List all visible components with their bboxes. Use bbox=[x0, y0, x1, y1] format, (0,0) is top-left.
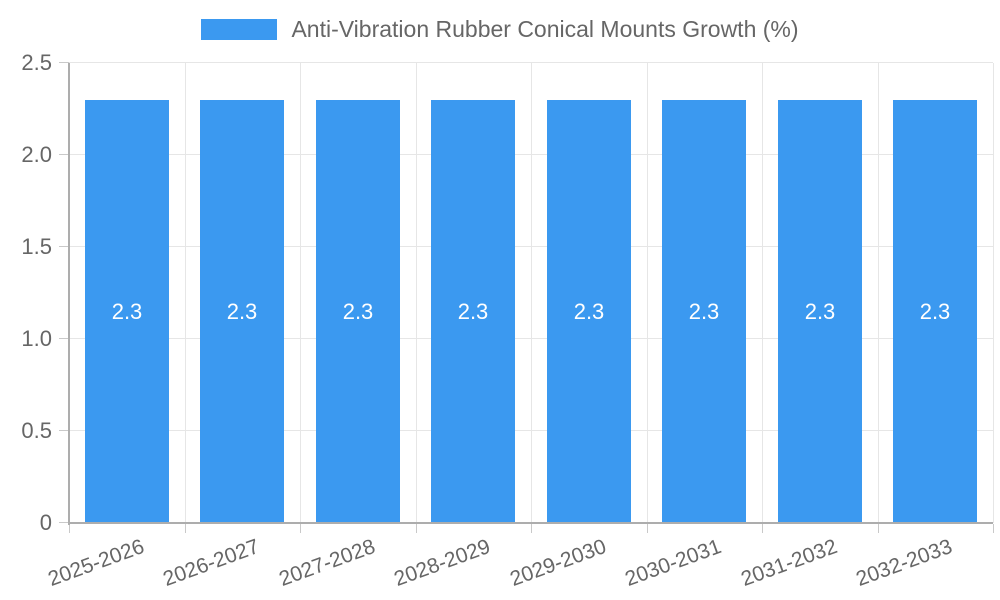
chart-legend-item[interactable]: Anti-Vibration Rubber Conical Mounts Gro… bbox=[0, 16, 1000, 43]
x-gridline bbox=[647, 63, 648, 523]
bar bbox=[662, 100, 746, 523]
bar-value-label: 2.3 bbox=[226, 299, 258, 324]
bar bbox=[85, 100, 169, 523]
x-tick-mark bbox=[185, 524, 186, 533]
x-gridline bbox=[185, 63, 186, 523]
bar-value-label: 2.3 bbox=[804, 299, 836, 324]
x-category-label: 2027-2028 bbox=[275, 535, 378, 591]
x-gridline bbox=[762, 63, 763, 523]
x-category-label: 2025-2026 bbox=[44, 535, 147, 591]
y-tick-label: 2.0 bbox=[21, 142, 52, 167]
y-tick-label: 0 bbox=[39, 510, 52, 535]
bar-value-label: 2.3 bbox=[573, 299, 605, 324]
x-gridline bbox=[416, 63, 417, 523]
x-gridline bbox=[878, 63, 879, 523]
bar bbox=[316, 100, 400, 523]
x-gridline bbox=[993, 63, 994, 523]
x-tick-mark bbox=[762, 524, 763, 533]
y-tick-label: 1.0 bbox=[21, 326, 52, 351]
x-axis-line bbox=[69, 522, 993, 524]
x-category-label: 2026-2027 bbox=[159, 535, 262, 591]
x-tick-mark bbox=[69, 524, 70, 533]
x-category-label: 2030-2031 bbox=[621, 535, 724, 591]
x-tick-mark bbox=[416, 524, 417, 533]
y-tick-mark bbox=[59, 154, 69, 155]
x-category-label: 2032-2033 bbox=[852, 535, 955, 591]
y-tick-mark bbox=[59, 246, 69, 247]
bar-value-label: 2.3 bbox=[342, 299, 374, 324]
bar-value-label: 2.3 bbox=[457, 299, 489, 324]
bar bbox=[200, 100, 284, 523]
y-axis-line bbox=[68, 63, 70, 525]
x-category-label: 2029-2030 bbox=[506, 535, 609, 591]
x-category-label: 2028-2029 bbox=[390, 535, 493, 591]
y-tick-mark bbox=[59, 338, 69, 339]
x-tick-mark bbox=[531, 524, 532, 533]
x-tick-mark bbox=[878, 524, 879, 533]
x-gridline bbox=[531, 63, 532, 523]
bar bbox=[778, 100, 862, 523]
bar bbox=[893, 100, 977, 523]
y-tick-mark bbox=[59, 522, 69, 523]
x-gridline bbox=[300, 63, 301, 523]
y-tick-mark bbox=[59, 62, 69, 63]
bar bbox=[431, 100, 515, 523]
y-tick-label: 1.5 bbox=[21, 234, 52, 259]
x-category-label: 2031-2032 bbox=[737, 535, 840, 591]
y-tick-label: 0.5 bbox=[21, 418, 52, 443]
legend-label: Anti-Vibration Rubber Conical Mounts Gro… bbox=[291, 16, 799, 42]
y-tick-label: 2.5 bbox=[21, 50, 52, 75]
y-tick-mark bbox=[59, 430, 69, 431]
x-tick-mark bbox=[993, 524, 994, 533]
y-gridline bbox=[69, 62, 993, 63]
legend-swatch bbox=[201, 19, 278, 40]
bar-value-label: 2.3 bbox=[919, 299, 951, 324]
x-tick-mark bbox=[647, 524, 648, 533]
bar-value-label: 2.3 bbox=[688, 299, 720, 324]
bar-value-label: 2.3 bbox=[111, 299, 143, 324]
bar bbox=[547, 100, 631, 523]
x-tick-mark bbox=[300, 524, 301, 533]
